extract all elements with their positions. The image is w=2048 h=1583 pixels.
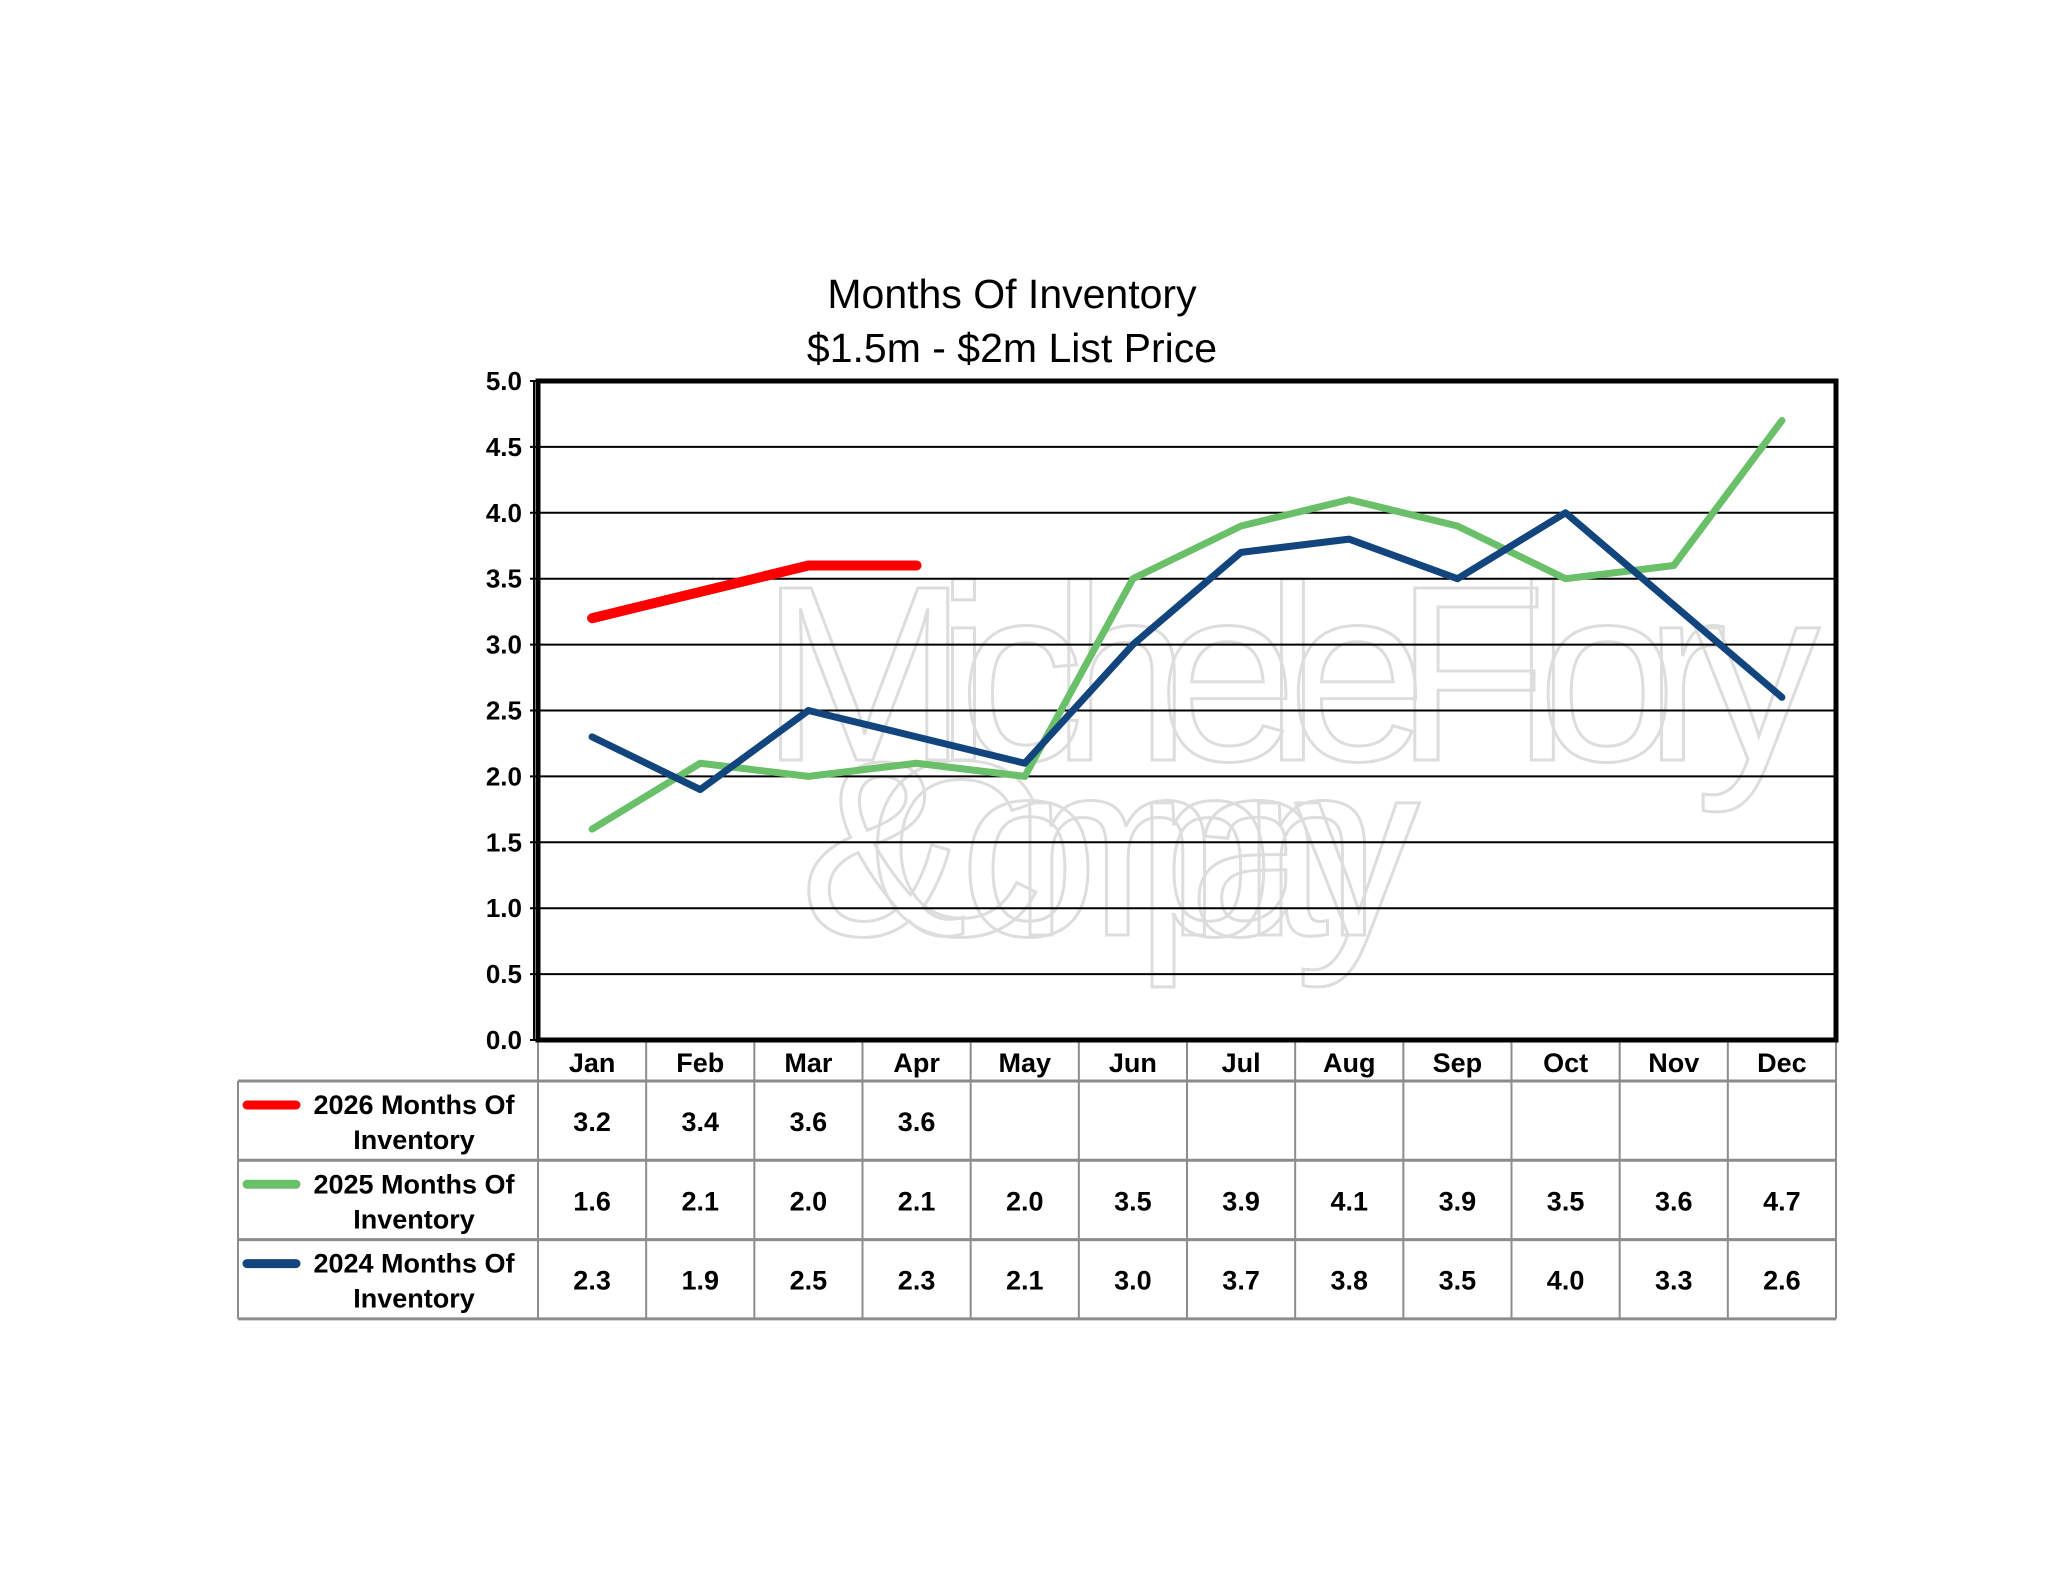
chart-title: Months Of Inventory [827, 271, 1197, 317]
data-table: Jan Feb Mar Apr May Jun Jul Aug Sep Oct Nov Dec 2026… [237, 1040, 1837, 1321]
data-table-value: 3.9 [1222, 1186, 1260, 1216]
x-tick-label: Jul [1222, 1048, 1261, 1078]
y-tick-label: 0.0 [486, 1025, 522, 1055]
data-table-value: 2.0 [1006, 1186, 1044, 1216]
legend-label: 2025 Months Of [313, 1169, 515, 1199]
x-tick-label: Apr [893, 1048, 940, 1078]
legend-label: Inventory [353, 1204, 475, 1234]
x-tick-label: Sep [1433, 1048, 1483, 1078]
data-table-value: 2.6 [1763, 1266, 1801, 1296]
y-tick-label: 2.0 [486, 761, 522, 791]
data-table-value: 2.0 [790, 1186, 828, 1216]
data-table-value: 2.1 [898, 1186, 936, 1216]
x-tick-label: Aug [1323, 1048, 1375, 1078]
data-table-value: 3.5 [1114, 1186, 1152, 1216]
x-tick-label: Feb [676, 1048, 724, 1078]
y-tick-label: 1.5 [486, 827, 522, 857]
data-table-value: 3.6 [898, 1107, 936, 1137]
data-table-value: 1.6 [573, 1186, 611, 1216]
legend-label: 2024 Months Of [313, 1249, 515, 1279]
data-table-value: 3.5 [1547, 1186, 1585, 1216]
data-table-value: 3.6 [1655, 1186, 1693, 1216]
legend-label: 2026 Months Of [313, 1090, 515, 1120]
y-tick-label: 5.0 [486, 366, 522, 396]
x-tick-label: Oct [1543, 1048, 1588, 1078]
y-tick-label: 0.5 [486, 959, 522, 989]
series-line-2024 [588, 509, 1786, 794]
data-table-value: 4.7 [1763, 1186, 1801, 1216]
y-tick-label: 1.0 [486, 893, 522, 923]
y-tick-label: 3.0 [486, 630, 522, 660]
data-table-value: 2.3 [573, 1266, 611, 1296]
legend-label: Inventory [353, 1125, 475, 1155]
data-table-value: 4.1 [1330, 1186, 1368, 1216]
data-table-value: 2.3 [898, 1266, 936, 1296]
x-tick-label: Mar [784, 1048, 833, 1078]
data-table-value: 3.4 [681, 1107, 719, 1137]
data-table-value: 3.6 [790, 1107, 828, 1137]
legend-label: Inventory [353, 1284, 475, 1314]
y-tick-label: 2.5 [486, 696, 522, 726]
data-table-value: 2.5 [790, 1266, 828, 1296]
chart-subtitle: $1.5m - $2m List Price [807, 325, 1217, 371]
series-lines [587, 417, 1786, 833]
data-table-value: 1.9 [681, 1266, 719, 1296]
data-table-value: 3.5 [1439, 1266, 1477, 1296]
data-table-value: 4.0 [1547, 1266, 1585, 1296]
series-line-2025 [588, 417, 1786, 833]
data-table-value: 3.3 [1655, 1266, 1693, 1296]
y-tick-label: 4.0 [486, 498, 522, 528]
data-table-value: 3.9 [1439, 1186, 1477, 1216]
plot-area-border [535, 378, 1839, 1043]
data-table-value: 3.0 [1114, 1266, 1152, 1296]
data-table-value: 2.1 [1006, 1266, 1044, 1296]
x-tick-label: May [998, 1048, 1051, 1078]
series-line-2026 [587, 560, 922, 624]
data-table-value: 2.1 [681, 1186, 719, 1216]
x-tick-label: Nov [1648, 1048, 1699, 1078]
y-axis: 0.0 0.5 1.0 1.5 2.0 2.5 3.0 3.5 4.0 4.5 5.0 [486, 366, 535, 1055]
data-table-value: 3.8 [1330, 1266, 1368, 1296]
x-tick-label: Jan [569, 1048, 616, 1078]
watermark-line2: & Company [800, 709, 1420, 988]
y-tick-label: 4.5 [486, 432, 522, 462]
x-tick-label: Dec [1757, 1048, 1807, 1078]
data-table-value: 3.7 [1222, 1266, 1260, 1296]
x-tick-label: Jun [1109, 1048, 1157, 1078]
data-table-value: 3.2 [573, 1107, 611, 1137]
y-tick-label: 3.5 [486, 564, 522, 594]
